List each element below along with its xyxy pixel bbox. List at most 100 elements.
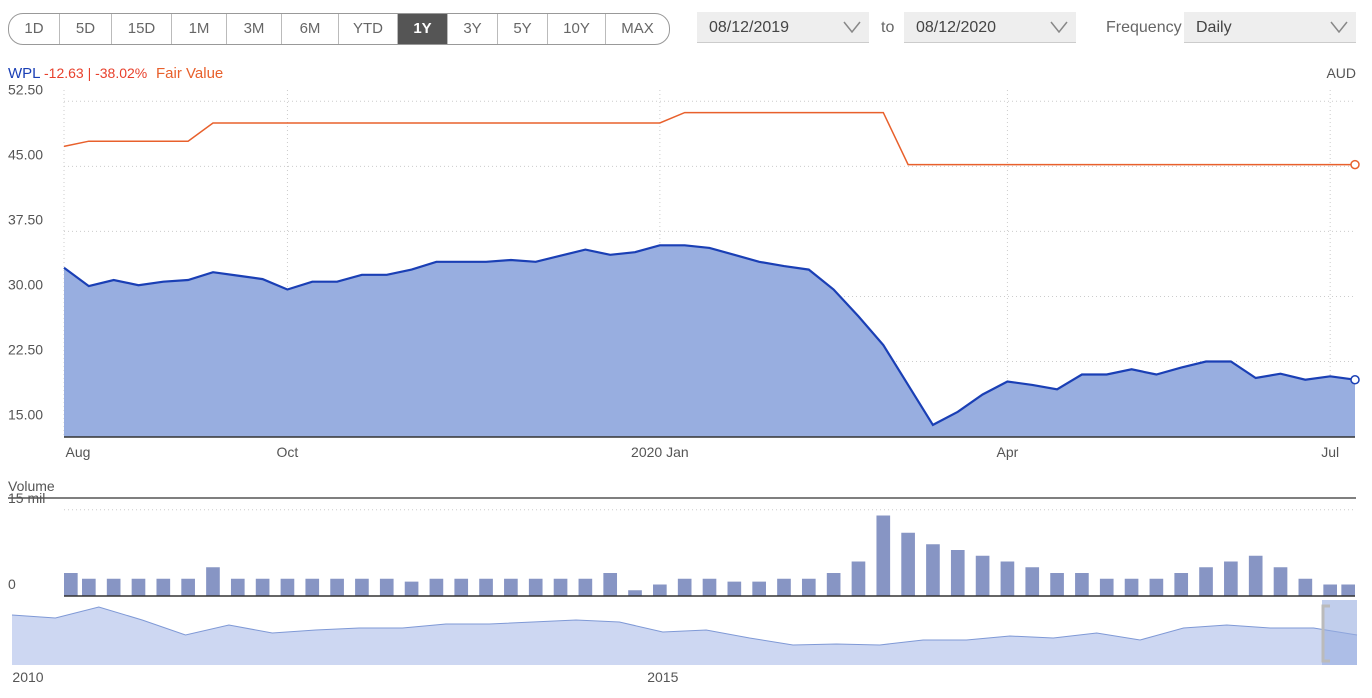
navigator-background (12, 600, 1357, 665)
x-tick-label: Jul (1321, 444, 1339, 460)
range-button[interactable]: YTD (338, 14, 397, 44)
bar (1000, 561, 1015, 596)
currency: AUD (1326, 65, 1356, 81)
chevron (843, 21, 861, 33)
range-button[interactable]: 6M (281, 14, 338, 44)
y-tick-label: 37.50 (8, 211, 43, 227)
end-marker (1350, 374, 1360, 385)
range-button[interactable]: 1D (24, 20, 44, 37)
bar (950, 550, 965, 596)
y-tick-label: 52.50 (8, 81, 43, 97)
bar (280, 578, 295, 596)
x-tick-label: 2015 (647, 669, 678, 685)
bar (1050, 573, 1064, 596)
bar (851, 561, 866, 596)
x-tick-label: Apr (997, 444, 1019, 460)
y-tick-label: 15.00 (8, 407, 43, 423)
bar (628, 590, 642, 596)
bar (653, 584, 667, 596)
bar (801, 578, 816, 596)
bar (355, 578, 369, 596)
chevron (1050, 21, 1068, 33)
bar (1273, 567, 1288, 596)
bar (1174, 573, 1189, 596)
bar (479, 578, 493, 596)
bar (230, 578, 245, 596)
bar (1075, 573, 1089, 596)
bar (1099, 578, 1114, 596)
bar (901, 532, 915, 596)
range-selector: 1D 5D 15D 1M 3M 6M YTD 1Y 3Y 5Y 10Y MAX (8, 13, 670, 45)
quote-change: -12.63 | -38.02% (44, 65, 147, 81)
y-tick-label: 15 mil (8, 490, 45, 506)
range-button[interactable]: 1M (171, 14, 226, 44)
bar (553, 578, 568, 596)
y-tick-label: 0 (8, 576, 16, 592)
range-button[interactable]: 1Y (397, 14, 447, 44)
range-button[interactable]: 10Y (547, 14, 605, 44)
bar (876, 515, 891, 596)
range-button[interactable]: 5Y (497, 14, 547, 44)
range-button[interactable]: MAX (605, 14, 669, 44)
y-tick-label: 45.00 (8, 146, 43, 162)
bar (81, 578, 96, 596)
legend-entry: Fair Value (156, 65, 223, 82)
area (64, 245, 1355, 437)
bar (975, 555, 990, 596)
bar (404, 581, 419, 596)
date-separator: to (881, 19, 895, 36)
bar (156, 578, 171, 596)
bar (826, 573, 841, 596)
bar (429, 578, 444, 596)
range-button[interactable]: 5D (59, 14, 111, 44)
bar (1199, 567, 1213, 596)
frequency: Daily (1196, 19, 1232, 36)
end-date-select[interactable]: 08/12/2020 (904, 12, 1076, 43)
bar (64, 573, 78, 596)
bar (106, 578, 121, 596)
bar (330, 578, 344, 596)
frequency-label: Frequency (1106, 19, 1182, 36)
end-marker (1350, 159, 1360, 170)
bar (727, 581, 742, 596)
x-tick-label: 2020 Jan (631, 444, 689, 460)
bar (1149, 578, 1164, 596)
bar (255, 578, 270, 596)
frequency-select[interactable]: Daily (1184, 12, 1356, 43)
legend-entry: WPL (8, 65, 41, 82)
bar (528, 578, 543, 596)
y-tick-label: 30.00 (8, 276, 43, 292)
bar (578, 578, 593, 596)
bar (1224, 561, 1238, 596)
bar (603, 573, 618, 596)
bar (131, 578, 146, 596)
volume-title: Volume (8, 478, 55, 494)
start-date: 08/12/2019 (709, 19, 790, 36)
bar (1124, 578, 1139, 596)
range-button[interactable]: 3Y (447, 14, 497, 44)
start-date-select[interactable]: 08/12/2019 (697, 12, 869, 43)
bar (454, 578, 469, 596)
bar (1248, 555, 1263, 596)
x-tick-label: Aug (66, 444, 91, 460)
navigator-window (1322, 600, 1357, 665)
line (63, 111, 1355, 166)
navigator-handle (1321, 604, 1330, 663)
bar (1298, 578, 1313, 596)
range-button[interactable]: 3M (226, 14, 281, 44)
bar (206, 567, 220, 596)
bar (702, 578, 717, 596)
x-tick-label: Oct (277, 444, 299, 460)
bar (305, 578, 320, 596)
range-button[interactable]: 15D (111, 14, 171, 44)
line (11, 606, 1358, 646)
y-tick-label: 22.50 (8, 342, 43, 358)
bar (379, 578, 394, 596)
bar (1323, 584, 1338, 596)
bar (777, 578, 791, 596)
bar (1025, 567, 1040, 596)
area (12, 607, 1357, 665)
end-date: 08/12/2020 (916, 19, 997, 36)
